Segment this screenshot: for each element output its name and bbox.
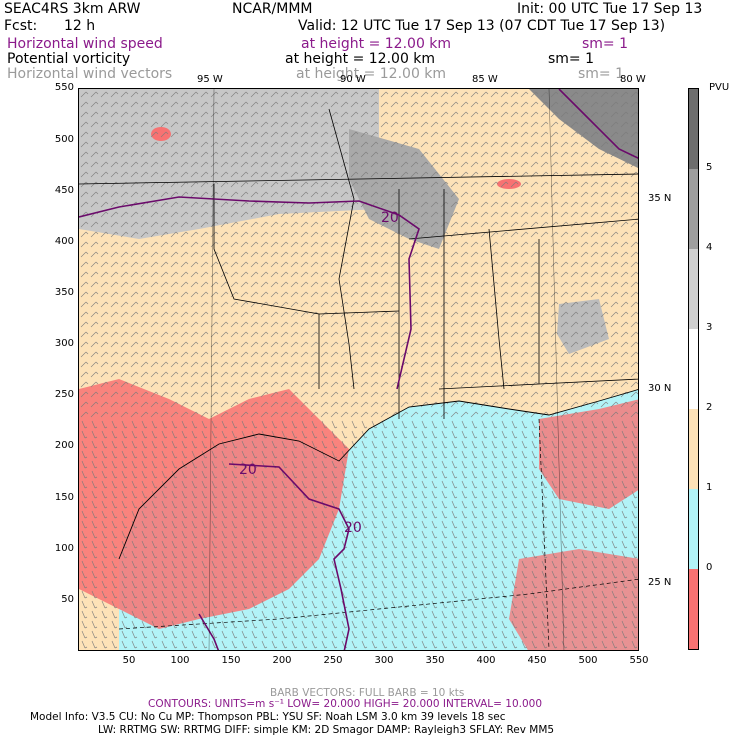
- colorbar-tick-label: 3: [706, 322, 713, 333]
- field-vectors-height: at height = 12.00 km: [296, 66, 447, 82]
- x-tick-label: 250: [323, 655, 343, 666]
- colorbar-segment: [689, 569, 698, 649]
- model-title: SEAC4RS 3km ARW: [4, 1, 141, 17]
- x-tick-label: 400: [476, 655, 496, 666]
- lat-lon-grid: [208, 89, 565, 650]
- lon-label-85w: 85 W: [472, 74, 498, 85]
- field-wind-speed-height: at height = 12.00 km: [301, 36, 452, 52]
- field-wind-speed-sm: sm= 1: [582, 36, 629, 52]
- field-vectors-name: Horizontal wind vectors: [7, 66, 173, 82]
- wind-barbs-land: [79, 89, 638, 419]
- x-tick-label: 50: [122, 655, 136, 666]
- model-info-line-1: Model Info: V3.5 CU: No Cu MP: Thompson …: [30, 711, 506, 723]
- field-wind-speed-name: Horizontal wind speed: [7, 36, 163, 52]
- model-info-line-2: LW: RRTMG SW: RRTMG DIFF: simple KM: 2D …: [98, 724, 555, 736]
- map-plot: 20 20 20: [78, 88, 639, 651]
- field-pv-name: Potential vorticity: [7, 51, 131, 67]
- colorbar-segment: [689, 409, 698, 489]
- x-tick-label: 550: [629, 655, 649, 666]
- colorbar-tick-label: 4: [706, 242, 713, 253]
- colorbar: [688, 88, 699, 650]
- colorbar-tick-label: 2: [706, 402, 713, 413]
- lon-label-80w: 80 W: [620, 74, 646, 85]
- field-pv-height: at height = 12.00 km: [285, 51, 436, 67]
- x-tick-label: 500: [578, 655, 598, 666]
- x-tick-label: 300: [374, 655, 394, 666]
- x-tick-label: 450: [527, 655, 547, 666]
- colorbar-segment: [689, 249, 698, 329]
- y-tick-label: 350: [54, 286, 74, 298]
- x-tick-label: 350: [425, 655, 445, 666]
- contour-label-20-north: 20: [381, 210, 399, 226]
- colorbar-segment: [689, 89, 698, 169]
- colorbar-tick-label: 0: [706, 562, 713, 573]
- y-tick-label: 300: [54, 338, 74, 350]
- y-tick-label: 50: [61, 593, 74, 605]
- barb-legend: BARB VECTORS: FULL BARB = 10 kts: [270, 687, 465, 699]
- lat-label-25n: 25 N: [648, 577, 672, 588]
- lon-label-90w: 90 W: [340, 74, 366, 85]
- coastline: [118, 389, 638, 560]
- wind-speed-contours: [79, 89, 638, 650]
- lat-label-30n: 30 N: [648, 383, 672, 394]
- wind-barbs-gulf: [79, 419, 638, 650]
- maritime-boundary: [118, 418, 638, 650]
- colorbar-segment: [689, 169, 698, 249]
- colorbar-tick-label: 1: [706, 482, 713, 493]
- lon-label-95w: 95 W: [197, 74, 223, 85]
- forecast-label: Fcst:: [4, 18, 38, 34]
- y-tick-label: 400: [54, 235, 74, 247]
- state-borders: [79, 108, 638, 419]
- contour-label-20-south: 20: [344, 520, 362, 536]
- colorbar-segment: [689, 329, 698, 409]
- colorbar-unit: PVU: [709, 82, 730, 93]
- contour-label-20-west: 20: [239, 462, 257, 478]
- colorbar-segment: [689, 489, 698, 569]
- x-tick-label: 200: [272, 655, 292, 666]
- valid-time: Valid: 12 UTC Tue 17 Sep 13 (07 CDT Tue …: [298, 18, 666, 34]
- colorbar-tick-label: 5: [706, 162, 713, 173]
- field-vectors-sm: sm= 1: [578, 66, 625, 82]
- y-tick-label: 500: [54, 133, 74, 145]
- y-tick-label: 100: [54, 542, 74, 554]
- lat-label-35n: 35 N: [648, 193, 672, 204]
- org-label: NCAR/MMM: [232, 1, 313, 17]
- y-tick-label: 450: [54, 184, 74, 196]
- forecast-hours: 12 h: [64, 18, 96, 34]
- y-tick-label: 200: [54, 440, 74, 452]
- x-tick-label: 100: [170, 655, 190, 666]
- y-tick-label: 550: [54, 82, 74, 94]
- y-tick-label: 150: [54, 491, 74, 503]
- y-tick-label: 250: [54, 389, 74, 401]
- init-time: Init: 00 UTC Tue 17 Sep 13: [517, 1, 703, 17]
- x-tick-label: 150: [221, 655, 241, 666]
- contour-legend: CONTOURS: UNITS=m s⁻¹ LOW= 20.000 HIGH= …: [148, 698, 543, 710]
- field-pv-sm: sm= 1: [548, 51, 595, 67]
